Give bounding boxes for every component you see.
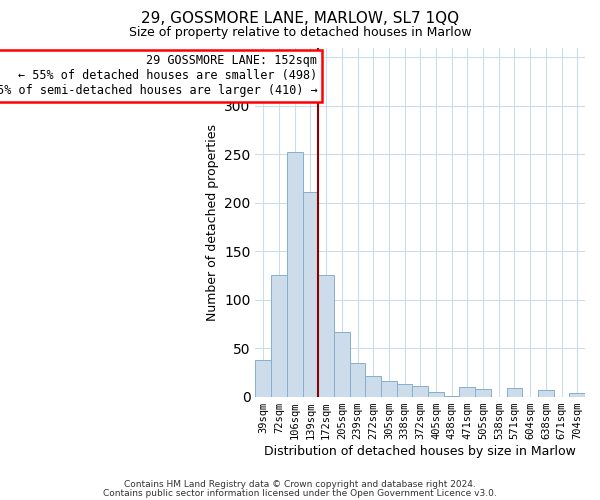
Bar [412, 386, 428, 396]
Bar [365, 376, 381, 396]
Y-axis label: Number of detached properties: Number of detached properties [206, 124, 218, 320]
Bar [428, 392, 444, 396]
Bar [350, 362, 365, 396]
Bar [271, 276, 287, 396]
Text: 29, GOSSMORE LANE, MARLOW, SL7 1QQ: 29, GOSSMORE LANE, MARLOW, SL7 1QQ [141, 11, 459, 26]
X-axis label: Distribution of detached houses by size in Marlow: Distribution of detached houses by size … [265, 444, 576, 458]
Text: 29 GOSSMORE LANE: 152sqm
← 55% of detached houses are smaller (498)
45% of semi-: 29 GOSSMORE LANE: 152sqm ← 55% of detach… [0, 54, 317, 98]
Bar [302, 192, 318, 396]
Bar [475, 389, 491, 396]
Bar [334, 332, 350, 396]
Text: Size of property relative to detached houses in Marlow: Size of property relative to detached ho… [128, 26, 472, 39]
Bar [287, 152, 302, 396]
Bar [569, 392, 585, 396]
Bar [256, 360, 271, 397]
Text: Contains HM Land Registry data © Crown copyright and database right 2024.: Contains HM Land Registry data © Crown c… [124, 480, 476, 489]
Bar [538, 390, 554, 396]
Bar [397, 384, 412, 396]
Bar [318, 276, 334, 396]
Bar [460, 387, 475, 396]
Bar [506, 388, 522, 396]
Text: Contains public sector information licensed under the Open Government Licence v3: Contains public sector information licen… [103, 489, 497, 498]
Bar [381, 381, 397, 396]
